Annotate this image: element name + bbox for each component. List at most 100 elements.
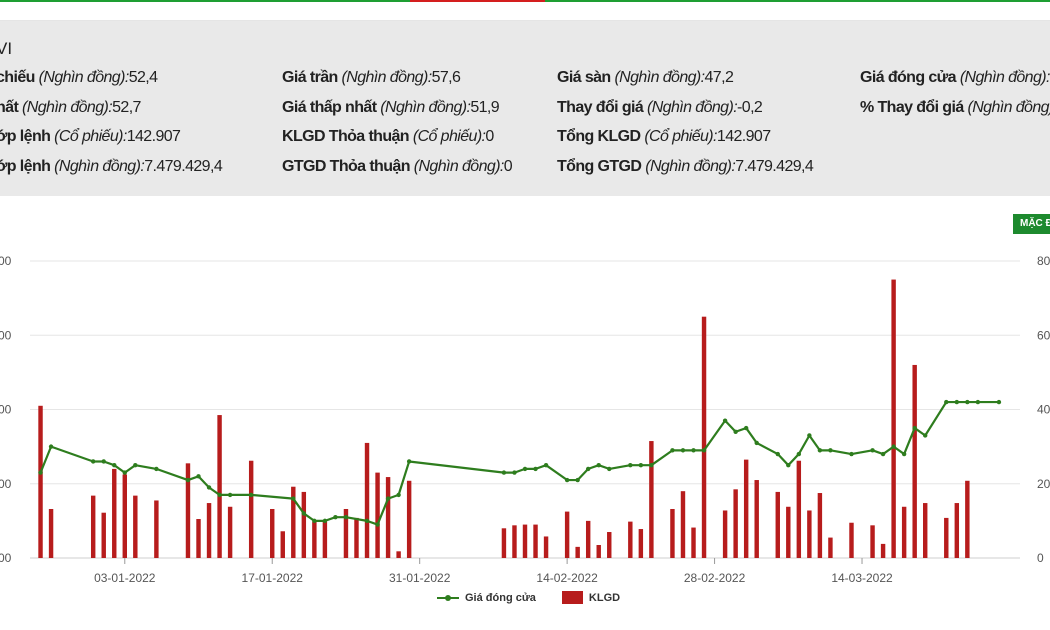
volume-bar (954, 503, 960, 558)
close-price-point (333, 514, 338, 520)
volume-bar (649, 441, 654, 558)
right-axis-tick-label: 0 (1037, 551, 1044, 565)
stat-value: 47,2 (704, 69, 734, 86)
top-divider (0, 20, 1050, 21)
volume-bar (48, 508, 54, 558)
close-price-point (923, 433, 928, 438)
close-price-point (870, 448, 875, 453)
volume-bar (680, 491, 686, 558)
stat-label: GTGD Thỏa thuận (282, 158, 414, 175)
close-price-point (322, 518, 328, 524)
stat-item: KLGD Thỏa thuận (Cổ phiếu):0 (282, 128, 494, 146)
close-price-point (101, 459, 106, 464)
close-price-point (154, 466, 159, 472)
close-price-point (638, 462, 644, 468)
stat-value: 0 (485, 128, 494, 145)
default-button[interactable]: MẶC Đ (1013, 214, 1050, 234)
volume-bar (607, 532, 612, 558)
stat-unit: (Nghìn đồng): (38, 69, 130, 86)
close-price-point (122, 470, 127, 475)
volume-bar (133, 495, 138, 558)
stat-value: -0,2 (737, 99, 763, 116)
close-price-point (965, 399, 970, 405)
close-price-point (512, 470, 517, 475)
stat-value: 52,7 (112, 99, 141, 116)
close-price-point (786, 462, 791, 468)
volume-bar (122, 474, 127, 558)
stat-unit: (Nghìn đồng): (54, 158, 145, 175)
stat-unit: (Nghìn đồng): (645, 158, 736, 175)
stat-item: % Thay đổi giá (Nghìn đồng): (860, 99, 1050, 117)
volume-bar (807, 510, 812, 558)
close-price-point (217, 492, 222, 498)
volume-bar (312, 521, 317, 558)
top-accent-bar (0, 0, 1050, 2)
active-tab-indicator (410, 0, 545, 2)
stat-item: GTGD Thỏa thuận (Nghìn đồng):0 (282, 158, 513, 176)
close-price-point (364, 518, 370, 524)
volume-bar (396, 551, 401, 558)
close-price-point (649, 462, 654, 468)
close-price-point (564, 477, 570, 483)
volume-bar (406, 480, 412, 558)
volume-bar (733, 489, 738, 558)
stat-unit: (Cổ phiếu): (54, 128, 127, 145)
close-price-point (343, 514, 349, 520)
stat-label: KLGD Thỏa thuận (282, 128, 413, 145)
volume-bar (585, 520, 591, 558)
volume-bar (533, 524, 538, 558)
volume-bar (280, 531, 285, 558)
right-axis-tick-label: 40 (1037, 403, 1050, 417)
volume-bar (196, 519, 201, 558)
stat-value: 57,6 (431, 69, 461, 86)
volume-bar (38, 405, 43, 558)
close-price-point (501, 470, 507, 475)
close-price-point (628, 462, 633, 468)
close-price-point (90, 459, 96, 464)
stat-value: 7.479.429,4 (144, 158, 223, 175)
stat-value: 52,4 (128, 69, 158, 86)
volume-bar (90, 495, 96, 558)
volume-bar (638, 529, 644, 558)
close-price-point (807, 433, 812, 438)
stat-item: Giá đóng cửa (Nghìn đồng):- (860, 69, 1050, 87)
stat-value: 51,9 (470, 99, 500, 116)
close-price-point (575, 477, 580, 483)
volume-bar (375, 472, 380, 558)
stat-unit: (Nghìn đồng): (967, 99, 1050, 116)
x-axis-tick-label: 28-02-2022 (684, 571, 746, 585)
volume-bar (154, 500, 159, 558)
volume-bar (596, 545, 601, 558)
stat-label: % Thay đổi giá (860, 99, 968, 116)
left-axis-tick-label: 00 (0, 254, 12, 268)
volume-bar (880, 543, 886, 558)
volume-bar (101, 512, 106, 558)
stat-item: ớp lệnh (Cổ phiếu):142.907 (0, 128, 181, 146)
volume-bar (217, 415, 222, 558)
volume-bar (543, 536, 549, 558)
close-price-point (607, 466, 612, 472)
left-axis-tick-label: 00 (0, 328, 12, 342)
stat-unit: (Nghìn đồng): (413, 158, 505, 175)
volume-bar (512, 525, 517, 558)
volume-bar (564, 511, 570, 558)
volume-bar (754, 480, 759, 558)
volume-bar (227, 506, 233, 558)
volume-bar (923, 503, 928, 558)
right-axis-tick-label: 80 (1037, 254, 1050, 268)
line-series-icon (437, 594, 459, 601)
close-price-point (185, 477, 191, 483)
close-price-point (912, 425, 917, 431)
volume-bar (944, 517, 949, 558)
volume-bar (628, 521, 633, 558)
legend-item-close-price[interactable]: Giá đóng cửa (437, 592, 536, 604)
stat-value: 0 (503, 158, 513, 175)
stat-unit: (Cổ phiếu): (644, 128, 717, 145)
stat-item: Tổng KLGD (Cổ phiếu):142.907 (557, 128, 771, 146)
stat-label: Tổng KLGD (557, 128, 645, 145)
legend-item-volume[interactable]: KLGD (561, 591, 620, 604)
stat-label: chiếu (0, 69, 39, 86)
right-axis-tick-label: 20 (1037, 477, 1050, 491)
volume-bar (817, 493, 823, 558)
